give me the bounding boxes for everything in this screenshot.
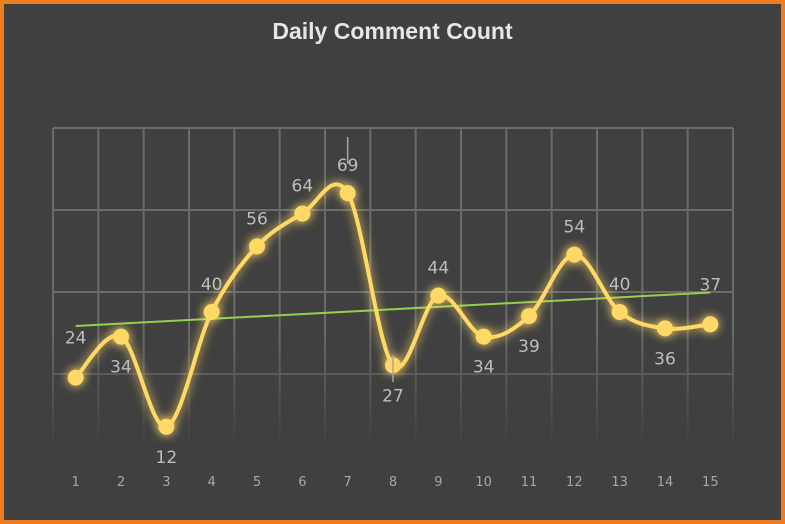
x-tick-label: 14 <box>657 475 674 490</box>
data-point <box>203 304 220 320</box>
data-label: 27 <box>382 386 404 406</box>
series-curve <box>74 182 711 429</box>
x-tick-label: 8 <box>389 475 397 490</box>
data-point <box>158 418 175 435</box>
data-point <box>430 287 447 304</box>
data-label: 39 <box>518 337 540 357</box>
trendline <box>75 291 711 327</box>
data-label: 24 <box>65 329 87 349</box>
data-label: 34 <box>110 358 132 378</box>
data-point <box>566 246 583 263</box>
data-label: 12 <box>156 448 178 468</box>
x-tick-label: 7 <box>344 475 352 490</box>
x-tick-label: 1 <box>72 475 80 490</box>
data-label: 56 <box>246 209 268 229</box>
data-label: 64 <box>292 177 314 197</box>
data-point <box>611 304 628 320</box>
x-tick-label: 10 <box>475 475 492 490</box>
data-label: 44 <box>428 259 450 279</box>
data-label: 37 <box>700 275 722 295</box>
x-tick-label: 5 <box>253 475 261 490</box>
x-tick-label: 2 <box>117 475 125 490</box>
x-tick-label: 6 <box>298 475 306 490</box>
data-point <box>339 185 356 202</box>
x-tick-label: 4 <box>208 475 216 490</box>
trendline-line <box>75 291 711 327</box>
x-tick-label: 11 <box>521 475 538 490</box>
data-label: 40 <box>201 275 223 295</box>
data-point <box>294 205 311 222</box>
gridlines <box>52 127 734 458</box>
x-tick-label: 9 <box>434 475 442 490</box>
data-label: 40 <box>609 275 631 295</box>
series-line <box>67 182 719 435</box>
x-tick-label: 15 <box>702 475 719 490</box>
data-point <box>702 316 719 333</box>
x-tick-label: 13 <box>611 475 628 490</box>
data-point <box>249 238 265 255</box>
x-tick-label: 12 <box>566 475 583 490</box>
data-point <box>521 308 537 325</box>
data-point <box>113 328 129 345</box>
x-tick-label: 3 <box>162 475 170 490</box>
data-point <box>657 320 673 337</box>
data-label: 54 <box>564 218 586 238</box>
data-label: 69 <box>337 156 359 176</box>
data-label: 36 <box>654 349 676 369</box>
data-label: 34 <box>473 358 495 378</box>
data-point <box>67 369 84 386</box>
data-labels: 24 34 12 40 56 64 69 27 44 34 39 54 40 36 37 <box>65 137 721 468</box>
data-point <box>475 328 492 345</box>
x-axis-ticks: 1 2 3 4 5 6 7 8 9 10 11 12 13 14 15 <box>72 475 719 490</box>
chart-title: Daily Comment Count <box>272 18 513 44</box>
